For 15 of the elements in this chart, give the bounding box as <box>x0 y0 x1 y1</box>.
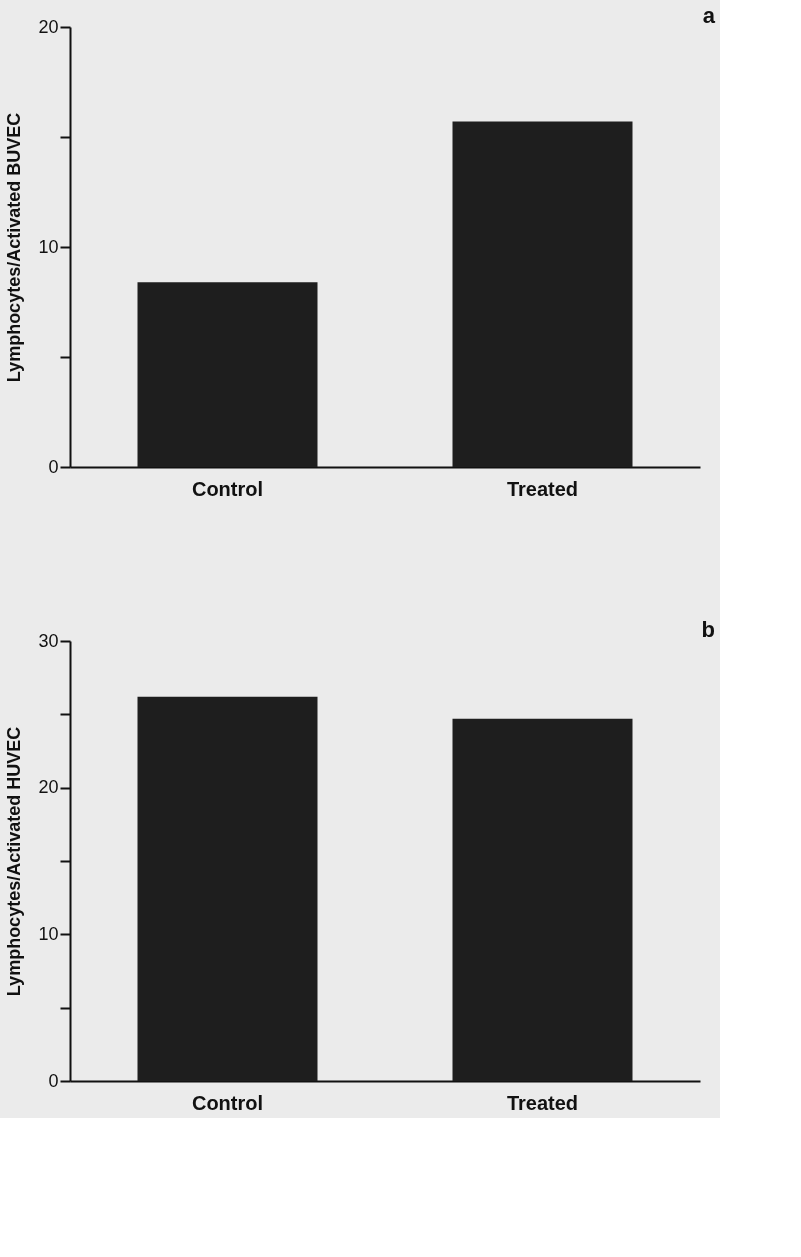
x-tick-label: Treated <box>506 1091 579 1114</box>
y-tick-label: 10 <box>38 236 59 257</box>
y-tick-label: 0 <box>48 1070 59 1091</box>
y-axis-title: Lymphocytes/Activated BUVEC <box>4 112 25 383</box>
y-tick-label: 30 <box>38 630 59 651</box>
x-tick-label: Treated <box>506 477 579 500</box>
y-tick-label: 20 <box>38 777 59 798</box>
chart-title: b <box>701 617 715 642</box>
y-tick-label: 0 <box>48 456 59 477</box>
y-tick-label: 20 <box>38 16 59 37</box>
x-tick-label: Control <box>191 477 264 500</box>
y-axis-title: Lymphocytes/Activated HUVEC <box>4 726 25 997</box>
y-tick-label: 10 <box>38 923 59 944</box>
x-tick-label: Control <box>191 1091 264 1114</box>
chart-title: a <box>702 3 716 28</box>
